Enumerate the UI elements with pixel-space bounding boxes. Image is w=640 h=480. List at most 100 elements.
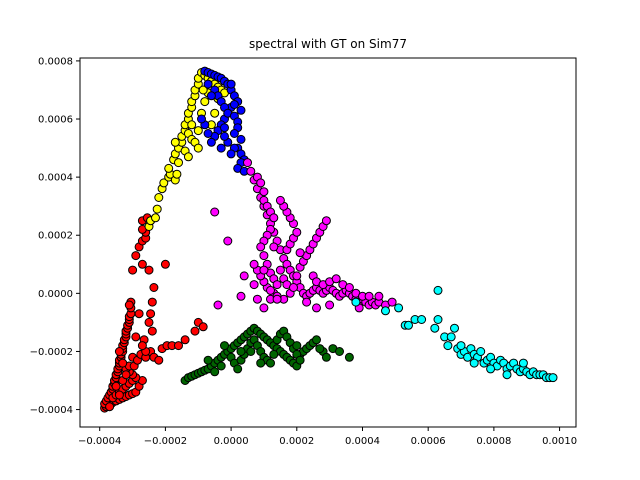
scatter-point: [211, 109, 219, 117]
x-tick-label: 0.0006: [411, 436, 446, 447]
scatter-point: [293, 228, 301, 236]
scatter-point: [322, 217, 330, 225]
scatter-point: [237, 348, 245, 356]
scatter-point: [388, 298, 396, 306]
scatter-point: [240, 272, 248, 280]
scatter-point: [250, 281, 258, 289]
scatter-point: [204, 130, 212, 138]
scatter-point: [155, 194, 163, 202]
scatter-point: [260, 266, 268, 274]
scatter-point: [250, 260, 258, 268]
scatter-point: [457, 342, 465, 350]
scatter-point: [199, 323, 207, 331]
scatter-point: [260, 304, 268, 312]
scatter-point: [221, 342, 229, 350]
scatter-point: [503, 371, 511, 379]
y-tick-label: 0.0004: [38, 173, 73, 184]
scatter-point: [112, 382, 120, 390]
scatter-point: [224, 237, 232, 245]
scatter-point: [214, 301, 222, 309]
scatter-point: [244, 159, 252, 167]
x-tick-label: 0.0010: [542, 436, 577, 447]
scatter-point: [270, 350, 278, 358]
scatter-point: [326, 301, 334, 309]
scatter-point: [270, 243, 278, 251]
scatter-point: [257, 179, 265, 187]
scatter-point: [211, 208, 219, 216]
scatter-point: [191, 327, 199, 335]
scatter-point: [150, 284, 158, 292]
scatter-point: [352, 298, 360, 306]
scatter-point: [227, 80, 235, 88]
scatter-point: [138, 260, 146, 268]
scatter-point: [257, 359, 265, 367]
scatter-point: [106, 403, 114, 411]
scatter-point: [434, 286, 442, 294]
scatter-point: [477, 348, 485, 356]
scatter-point: [194, 144, 202, 152]
scatter-point: [115, 391, 123, 399]
scatter-point: [132, 252, 140, 260]
scatter-point: [211, 368, 219, 376]
scatter-point: [147, 310, 155, 318]
x-tick-label: 0.0000: [214, 436, 249, 447]
scatter-point: [161, 260, 169, 268]
scatter-point: [188, 121, 196, 129]
scatter-point: [470, 359, 478, 367]
scatter-point: [125, 301, 133, 309]
scatter-point: [204, 356, 212, 364]
scatter-point: [345, 284, 353, 292]
scatter-point: [221, 124, 229, 132]
scatter-point: [487, 365, 495, 373]
scatter-point: [171, 138, 179, 146]
scatter-point: [129, 266, 137, 274]
scatter-point: [132, 333, 140, 341]
scatter-point: [273, 295, 281, 303]
scatter-point: [345, 353, 353, 361]
scatter-point: [431, 324, 439, 332]
scatter-point: [434, 316, 442, 324]
scatter-point: [260, 188, 268, 196]
scatter-point: [145, 266, 153, 274]
scatter-point: [447, 333, 455, 341]
scatter-point: [221, 132, 229, 140]
x-tick-label: 0.0002: [279, 436, 314, 447]
y-tick-label: 0.0008: [38, 56, 73, 67]
scatter-point: [234, 365, 242, 373]
scatter-point: [290, 284, 298, 292]
x-tick-label: −0.0004: [78, 436, 121, 447]
scatter-point: [375, 292, 383, 300]
scatter-point: [365, 292, 373, 300]
y-axis: −0.0004 −0.0002 0.0000 0.0002 0.0004 0.0006 0.…: [30, 56, 80, 416]
plot-area-frame: [80, 58, 576, 427]
scatter-point: [155, 356, 163, 364]
scatter-point: [418, 316, 426, 324]
scatter-point: [148, 327, 156, 335]
scatter-point: [276, 196, 284, 204]
scatter-point: [138, 342, 146, 350]
scatter-point: [237, 292, 245, 300]
scatter-point: [395, 304, 403, 312]
scatter-point: [227, 150, 235, 158]
chart-title: spectral with GT on Sim77: [249, 37, 407, 51]
y-tick-label: 0.0002: [38, 231, 73, 242]
scatter-point: [336, 348, 344, 356]
scatter-point: [267, 286, 275, 294]
scatter-point: [230, 101, 238, 109]
scatter-point: [175, 159, 183, 167]
scatter-point: [173, 170, 181, 178]
scatter-point: [148, 298, 156, 306]
scatter-point: [322, 353, 330, 361]
scatter-point: [115, 348, 123, 356]
scatter-point: [175, 342, 183, 350]
scatter-point: [405, 321, 413, 329]
scatter-point: [145, 318, 153, 326]
points-layer: [101, 67, 557, 412]
scatter-point: [181, 336, 189, 344]
scatter-point: [273, 281, 281, 289]
scatter-point: [247, 348, 255, 356]
scatter-point: [204, 80, 212, 88]
scatter-point: [549, 374, 557, 382]
scatter-point: [382, 307, 390, 315]
scatter-point: [237, 135, 245, 143]
